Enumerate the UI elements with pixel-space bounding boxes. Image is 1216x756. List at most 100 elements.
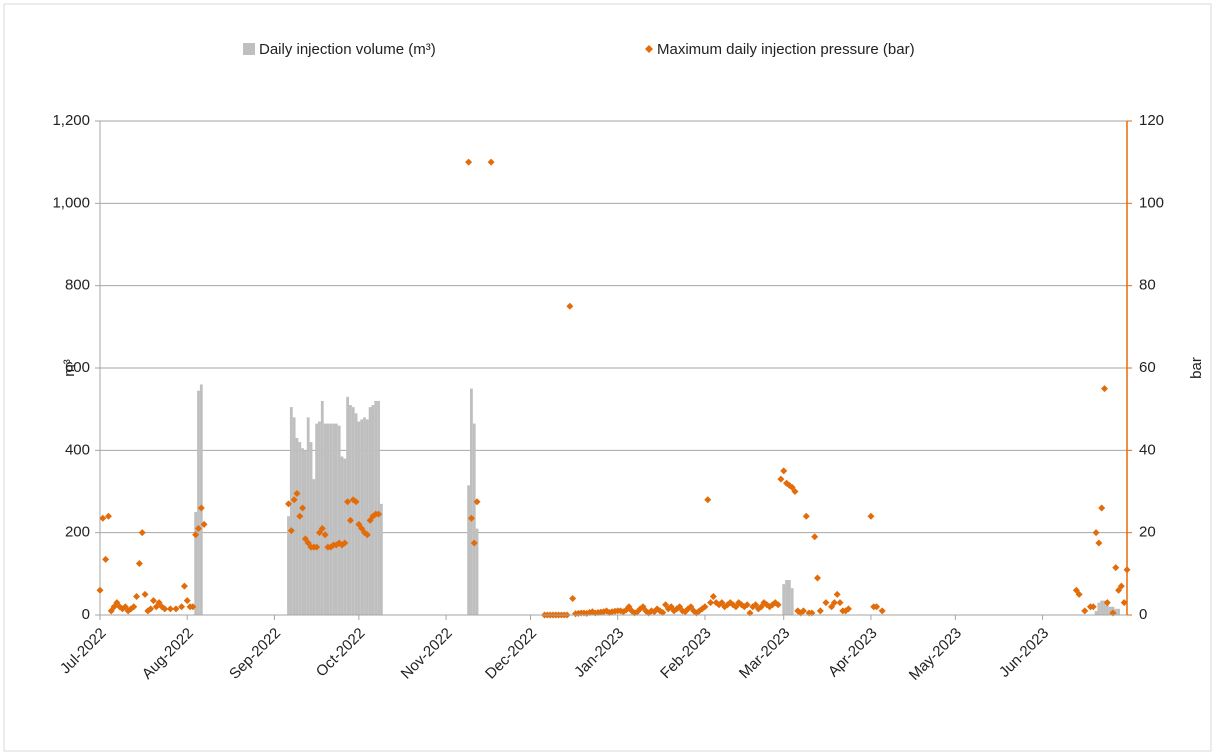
point	[1112, 564, 1120, 572]
y-tick-label: 1,000	[52, 194, 90, 211]
point	[363, 531, 371, 539]
point	[172, 605, 180, 613]
bar	[329, 423, 333, 615]
point	[166, 605, 174, 613]
bar	[340, 456, 344, 615]
point	[346, 516, 354, 524]
point	[867, 512, 875, 520]
point	[1120, 599, 1128, 607]
bar	[337, 425, 341, 615]
bar	[295, 437, 299, 615]
point	[135, 560, 143, 568]
point	[470, 539, 478, 547]
bar	[360, 419, 364, 615]
bar	[197, 390, 200, 615]
bar	[303, 450, 307, 615]
y-tick-label: 0	[82, 606, 90, 623]
point	[799, 607, 807, 615]
y2-axis-label: bar	[1188, 357, 1205, 379]
point	[822, 599, 830, 607]
bar	[1100, 600, 1104, 615]
bar	[365, 419, 369, 615]
bar	[363, 417, 366, 615]
point	[138, 529, 146, 537]
point	[566, 302, 574, 310]
point	[344, 498, 352, 506]
y-tick-label: 600	[65, 359, 90, 376]
point	[836, 599, 844, 607]
point	[1098, 504, 1106, 512]
point	[659, 609, 667, 617]
legend-label: Maximum daily injection pressure (bar)	[657, 41, 915, 58]
y-axis-label: m³	[61, 359, 78, 377]
point	[777, 475, 785, 483]
bar	[289, 407, 293, 615]
point	[813, 574, 821, 582]
point	[194, 525, 202, 533]
bar	[1105, 600, 1109, 615]
point	[873, 603, 881, 611]
point	[313, 543, 321, 551]
point	[290, 496, 298, 504]
point	[1100, 385, 1108, 393]
point	[709, 592, 717, 600]
bar	[475, 528, 479, 615]
point	[147, 605, 155, 613]
bar	[298, 442, 302, 615]
point	[130, 603, 138, 611]
point	[180, 582, 188, 590]
point	[743, 601, 751, 609]
bar	[790, 588, 794, 615]
bar	[1108, 606, 1112, 615]
point	[133, 592, 141, 600]
point	[104, 512, 112, 520]
bar	[323, 423, 327, 615]
point	[1081, 607, 1089, 615]
bar	[1117, 608, 1120, 615]
bar	[349, 405, 352, 615]
point	[701, 603, 709, 611]
bar	[368, 407, 372, 615]
bar	[199, 384, 203, 615]
point	[780, 467, 788, 475]
y-tick-label: 400	[65, 441, 90, 458]
bar	[287, 516, 290, 615]
point	[102, 555, 110, 563]
point	[816, 607, 824, 615]
bar	[785, 580, 788, 615]
bar	[315, 423, 319, 615]
y-tick-label: 1,200	[52, 112, 90, 129]
point	[707, 599, 715, 607]
point	[467, 514, 475, 522]
bar	[1114, 608, 1118, 615]
bar	[782, 584, 786, 615]
point	[1095, 539, 1103, 547]
y2-tick-label: 120	[1139, 112, 1164, 129]
point	[341, 539, 349, 547]
point	[844, 605, 852, 613]
point	[183, 597, 191, 605]
point	[141, 590, 149, 598]
bar	[472, 423, 476, 615]
bar	[318, 421, 321, 615]
point	[1075, 590, 1083, 598]
point	[293, 490, 301, 498]
bar	[306, 417, 310, 615]
point	[791, 488, 799, 495]
bar	[1097, 602, 1101, 615]
bar	[354, 413, 358, 615]
bar	[326, 423, 330, 615]
bar	[1094, 610, 1098, 615]
point	[352, 498, 360, 506]
bar	[194, 512, 198, 615]
point	[149, 597, 157, 605]
y2-tick-label: 60	[1139, 359, 1156, 376]
point	[197, 504, 205, 512]
y2-tick-label: 40	[1139, 441, 1156, 458]
legend-swatch	[243, 43, 255, 55]
bar	[377, 400, 380, 615]
point	[811, 533, 819, 541]
point	[473, 498, 481, 506]
y-tick-label: 800	[65, 277, 90, 294]
